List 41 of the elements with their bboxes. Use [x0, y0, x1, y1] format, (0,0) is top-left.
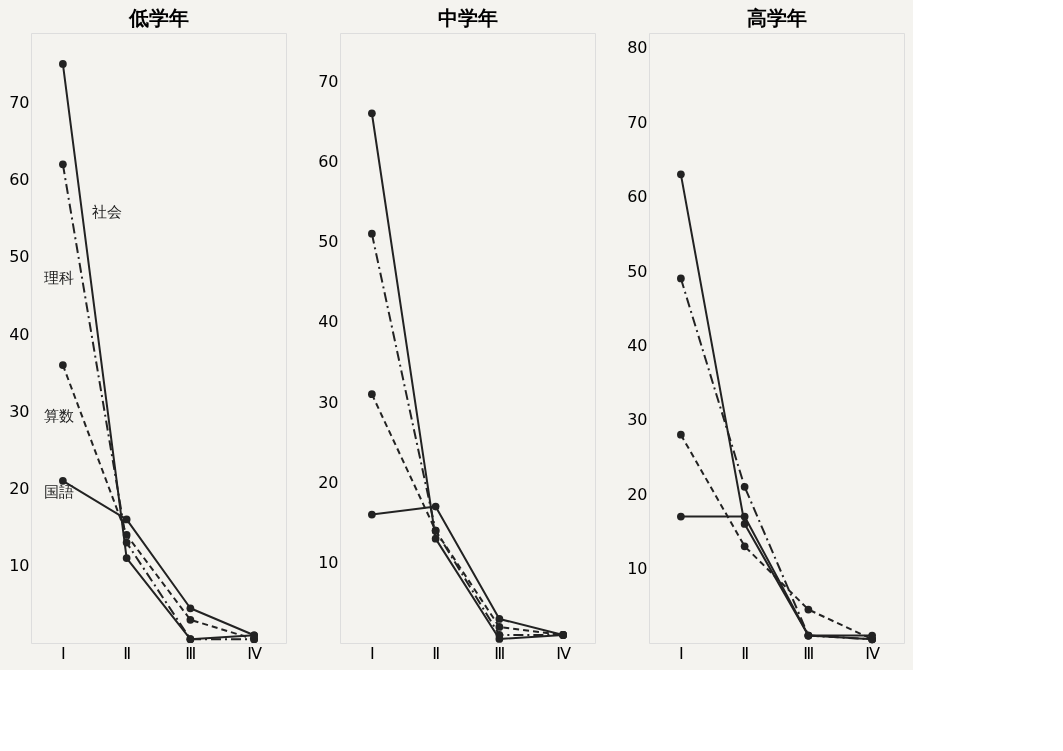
y-tick-label: 50	[9, 247, 30, 267]
x-tick-label: Ⅰ	[61, 643, 66, 663]
y-tick-label: 20	[627, 484, 648, 504]
series-label: 算数	[44, 406, 74, 425]
chart-title: 低学年	[127, 6, 189, 30]
y-tick-label: 70	[627, 112, 648, 132]
y-tick-label: 20	[9, 479, 30, 499]
series-label: 国語	[44, 483, 74, 502]
x-tick-label: Ⅲ	[185, 643, 197, 663]
y-tick-label: 70	[318, 71, 339, 91]
y-tick-label: 20	[318, 472, 339, 492]
x-tick-label: Ⅱ	[432, 643, 441, 663]
y-tick-label: 10	[9, 556, 30, 576]
series-label: 社会	[92, 203, 122, 222]
y-tick-label: 50	[318, 232, 339, 252]
chart-title: 中学年	[437, 6, 498, 30]
chart-title: 高学年	[746, 6, 807, 30]
y-tick-label: 10	[627, 559, 648, 579]
x-tick-label: Ⅲ	[803, 643, 815, 663]
y-tick-label: 70	[9, 92, 30, 112]
x-tick-label: Ⅳ	[247, 643, 263, 663]
y-tick-label: 60	[9, 170, 30, 190]
y-tick-label: 30	[627, 410, 648, 430]
x-tick-label: Ⅰ	[679, 643, 684, 663]
y-tick-label: 40	[9, 324, 30, 344]
x-tick-label: Ⅱ	[741, 643, 750, 663]
x-tick-label: Ⅰ	[370, 643, 375, 663]
x-tick-label: Ⅲ	[494, 643, 506, 663]
y-tick-label: 30	[318, 392, 339, 412]
y-tick-label: 50	[627, 261, 648, 281]
x-tick-label: Ⅳ	[556, 643, 572, 663]
y-tick-label: 10	[318, 553, 339, 573]
y-tick-label: 80	[627, 38, 648, 58]
y-tick-label: 40	[318, 312, 339, 332]
y-tick-label: 60	[627, 187, 648, 207]
y-tick-label: 60	[318, 151, 339, 171]
series-label: 理科	[44, 268, 74, 287]
y-tick-label: 30	[9, 401, 30, 421]
x-tick-label: Ⅱ	[123, 643, 132, 663]
x-tick-label: Ⅳ	[865, 643, 881, 663]
y-tick-label: 40	[627, 335, 648, 355]
